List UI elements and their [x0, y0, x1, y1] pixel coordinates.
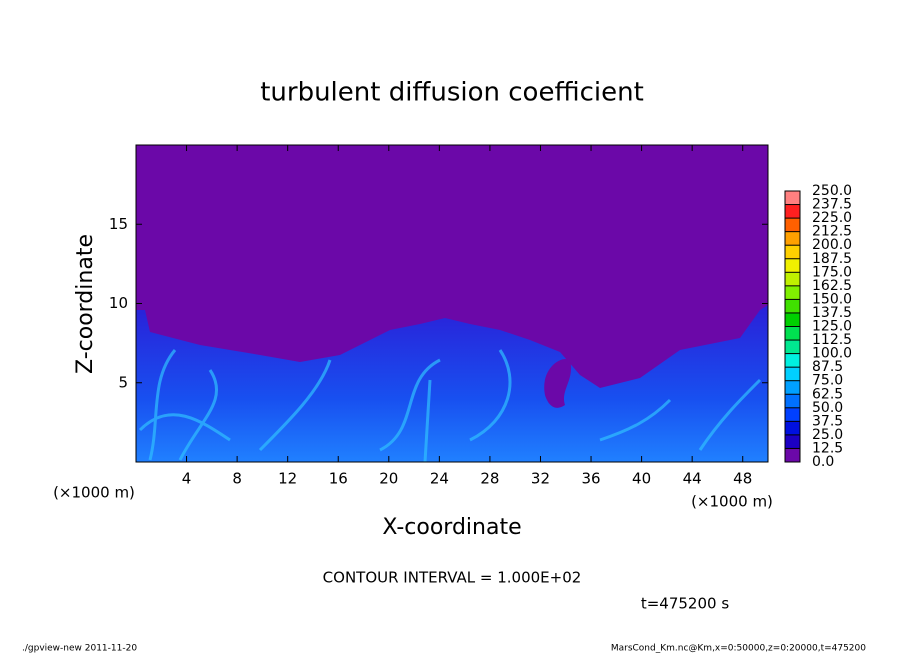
time-label: t=475200 s [641, 595, 729, 613]
colorbar-swatch [785, 272, 800, 286]
colorbar-label: 237.5 [812, 197, 852, 213]
x-tick-label: 28 [480, 470, 499, 488]
chart-title: turbulent diffusion coefficient [260, 78, 644, 108]
colorbar-swatch [785, 367, 800, 381]
colorbar-label: 62.5 [812, 386, 843, 402]
footer-left: ./gpview-new 2011-11-20 [22, 644, 137, 654]
colorbar-label: 37.5 [812, 413, 843, 429]
x-tick-label: 32 [531, 470, 550, 488]
colorbar-label: 212.5 [812, 224, 852, 240]
colorbar-label: 125.0 [812, 319, 852, 335]
colorbar-label: 162.5 [812, 278, 852, 294]
x-tick-label: 8 [232, 470, 242, 488]
colorbar-label: 137.5 [812, 305, 852, 321]
colorbar-label: 112.5 [812, 332, 852, 348]
x-tick-label: 20 [379, 470, 398, 488]
y-tick-label: 10 [109, 294, 128, 312]
colorbar-swatch [785, 421, 800, 435]
colorbar-swatch [785, 245, 800, 259]
x-axis-label: X-coordinate [382, 515, 521, 540]
colorbar-swatch [785, 218, 800, 232]
colorbar-swatch [785, 326, 800, 341]
turbulent-region [136, 305, 768, 462]
colorbar-swatch [785, 448, 800, 462]
colorbar-swatch [785, 353, 800, 368]
colorbar-label: 0.0 [812, 454, 834, 470]
x-tick-label: 16 [329, 470, 348, 488]
x-tick-label: 36 [581, 470, 600, 488]
colorbar-swatch [785, 299, 800, 313]
contour-interval: CONTOUR INTERVAL = 1.000E+02 [323, 569, 582, 587]
x-tick-label: 48 [733, 470, 752, 488]
colorbar-label: 12.5 [812, 440, 843, 456]
y-unit: (×1000 m) [691, 493, 773, 511]
colorbar-swatch [785, 380, 800, 395]
footer-right: MarsCond_Km.nc@Km,x=0:50000,z=0:20000,t=… [611, 644, 866, 654]
colorbar-label: 50.0 [812, 400, 843, 416]
y-tick-label: 5 [118, 373, 128, 391]
colorbar-label: 75.0 [812, 373, 843, 389]
y-axis-label: Z-coordinate [73, 234, 98, 374]
streaks [138, 349, 762, 462]
contour-field [136, 145, 768, 462]
colorbar-swatch [785, 258, 800, 273]
colorbar-swatch [785, 312, 800, 327]
colorbar-label: 25.0 [812, 427, 843, 443]
colorbar-swatch [785, 407, 800, 422]
x-tick-label: 24 [430, 470, 449, 488]
colorbar-swatch [785, 191, 800, 205]
x-tick-label: 40 [632, 470, 651, 488]
colorbar-swatch [785, 340, 800, 354]
x-tick-label: 12 [278, 470, 297, 488]
hook [544, 359, 572, 408]
colorbar-label: 150.0 [812, 291, 852, 307]
colorbar-label: 200.0 [812, 237, 852, 253]
colorbar-label: 187.5 [812, 251, 852, 267]
colorbar-swatch [785, 434, 800, 449]
colorbar-label: 100.0 [812, 346, 852, 362]
y-tick-label: 15 [109, 215, 128, 233]
colorbar-swatch [785, 394, 800, 408]
colorbar-label: 175.0 [812, 264, 852, 280]
x-tick-label: 4 [182, 470, 192, 488]
x-tick-label: 44 [683, 470, 702, 488]
x-unit: (×1000 m) [53, 484, 135, 502]
colorbar-label: 87.5 [812, 359, 843, 375]
colorbar-label: 250.0 [812, 183, 852, 199]
colorbar-swatch [785, 231, 800, 246]
colorbar-swatch [785, 204, 800, 219]
colorbar-label: 225.0 [812, 210, 852, 226]
colorbar-swatch [785, 285, 800, 300]
